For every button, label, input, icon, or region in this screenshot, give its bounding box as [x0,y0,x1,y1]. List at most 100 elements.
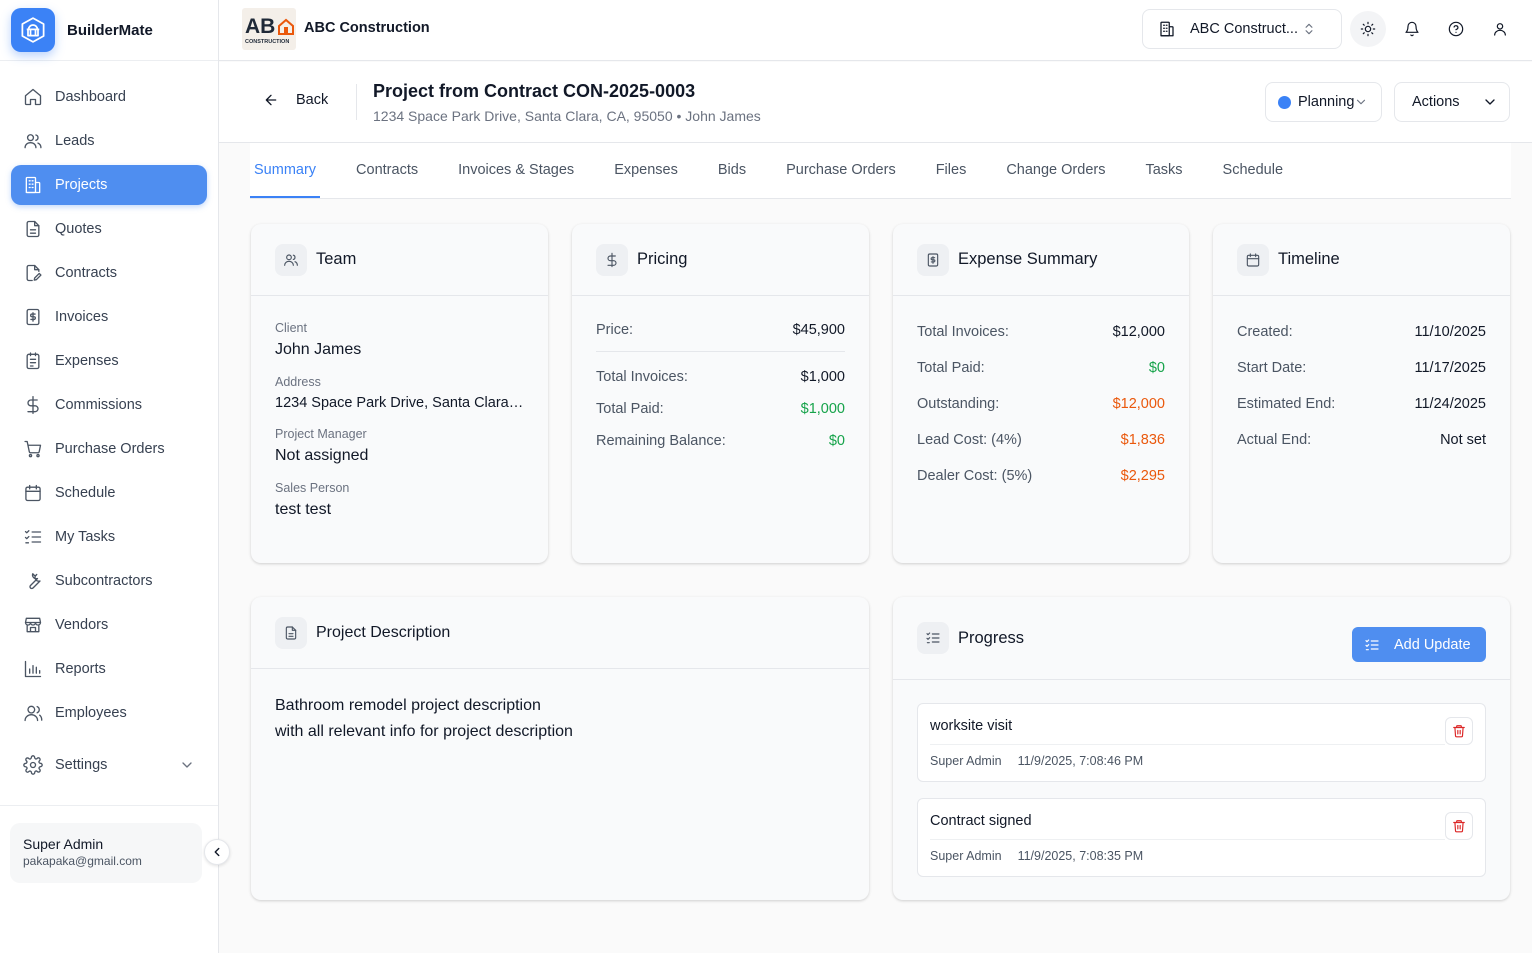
page-subtitle: 1234 Space Park Drive, Santa Clara, CA, … [373,108,761,124]
tab-tasks[interactable]: Tasks [1145,161,1183,178]
sidebar-item-reports[interactable]: Reports [11,649,207,689]
tab-summary[interactable]: Summary [250,143,321,198]
tab-invoices-stages[interactable]: Invoices & Stages [458,161,575,178]
pricing-row-value: $0 [828,433,845,449]
wrench-icon [23,571,43,591]
card-title: Pricing [637,250,688,268]
sidebar-item-subcontractors[interactable]: Subcontractors [11,561,207,601]
divider [356,84,357,120]
expense-row-label: Outstanding: [917,396,1000,412]
status-selector[interactable]: Planning [1265,82,1382,122]
sales-person-value: test test [275,501,332,518]
address-value: 1234 Space Park Drive, Santa Clara, CA, … [275,395,524,411]
sidebar-item-label: Contracts [55,265,118,281]
timeline-row-value: 11/10/2025 [1414,324,1487,340]
document-icon [23,219,43,239]
theme-toggle-button[interactable] [1350,11,1386,47]
building-icon [1158,20,1176,38]
bar-chart-icon [23,659,43,679]
app-name: BuilderMate [67,21,153,39]
sun-icon [1360,21,1376,37]
delete-update-button[interactable] [1445,812,1473,840]
timeline-card: Timeline Created: 11/10/2025 Start Date:… [1213,224,1510,563]
builder-logo-icon[interactable] [11,8,55,52]
sidebar-item-schedule[interactable]: Schedule [11,473,207,513]
building-icon [23,175,43,195]
arrow-left-icon [263,92,279,108]
sidebar-item-settings[interactable]: Settings [11,745,207,785]
notifications-button[interactable] [1394,11,1430,47]
timeline-row-value: 11/17/2025 [1414,360,1487,376]
document-icon [275,616,307,649]
actions-button[interactable]: Actions [1394,82,1510,122]
expense-row-label: Total Invoices: [917,324,1009,340]
card-header: Team [251,224,548,296]
company-logo: AB CONSTRUCTION [242,8,296,50]
card-title: Timeline [1278,250,1340,268]
tab-files[interactable]: Files [935,161,967,178]
dollar-icon [596,243,628,276]
users-icon [23,131,43,151]
sidebar-item-contracts[interactable]: Contracts [11,253,207,293]
sidebar-item-my-tasks[interactable]: My Tasks [11,517,207,557]
tab-change-orders[interactable]: Change Orders [1006,161,1106,178]
sidebar-item-employees[interactable]: Employees [11,693,207,733]
add-update-button[interactable]: Add Update [1352,627,1486,662]
expense-row-label: Total Paid: [917,360,985,376]
divider [930,744,1445,745]
client-value: John James [275,341,362,358]
user-card[interactable]: Super Admin pakapaka@gmail.com [10,823,202,883]
sidebar-item-label: My Tasks [55,529,116,545]
calendar-icon [23,483,43,503]
list-check-icon [23,527,43,547]
back-button[interactable]: Back [263,92,328,108]
sales-person-label: Sales Person [275,481,350,495]
status-dot [1278,95,1291,109]
delete-update-button[interactable] [1445,717,1473,745]
sidebar-item-label: Expenses [55,353,119,369]
collapse-sidebar-button[interactable] [204,839,230,865]
tab-schedule[interactable]: Schedule [1222,161,1284,178]
progress-card: Progress Add Update worksite visit Super… [893,597,1510,900]
company-selector[interactable]: ABC Construct... [1142,9,1342,49]
brand: BuilderMate [0,0,218,61]
card-body: Bathroom remodel project description wit… [251,669,869,769]
sidebar-item-label: Reports [55,661,106,677]
calendar-icon [1237,243,1269,276]
tab-purchase-orders[interactable]: Purchase Orders [786,161,896,178]
page-title: Project from Contract CON-2025-0003 [373,81,696,101]
sidebar-item-dashboard[interactable]: Dashboard [11,77,207,117]
card-title: Progress [958,628,1025,647]
project-description-card: Project Description Bathroom remodel pro… [251,597,869,900]
divider [930,839,1445,840]
sidebar-item-label: Invoices [55,309,109,325]
sidebar: BuilderMate Dashboard Leads Projects Quo… [0,0,219,953]
pricing-card: Pricing Price: $45,900 Total Invoices: $… [572,224,869,563]
help-circle-icon [1448,21,1464,37]
help-button[interactable] [1438,11,1474,47]
card-title: Expense Summary [958,250,1098,268]
profile-button[interactable] [1482,11,1518,47]
update-text: worksite visit [930,718,1013,734]
sidebar-item-purchase-orders[interactable]: Purchase Orders [11,429,207,469]
user-email: pakapaka@gmail.com [23,854,142,868]
card-title: Team [316,250,357,268]
sidebar-item-quotes[interactable]: Quotes [11,209,207,249]
sidebar-item-leads[interactable]: Leads [11,121,207,161]
sidebar-item-expenses[interactable]: Expenses [11,341,207,381]
expense-row-value: $12,000 [1112,396,1165,412]
price-value: $45,900 [792,322,845,338]
sidebar-item-vendors[interactable]: Vendors [11,605,207,645]
chevron-down-icon [1354,95,1368,109]
sidebar-item-invoices[interactable]: Invoices [11,297,207,337]
tab-contracts[interactable]: Contracts [356,161,419,178]
expense-row-value: $2,295 [1120,468,1165,484]
tab-bids[interactable]: Bids [717,161,747,178]
list-check-icon [917,622,949,654]
update-meta: Super Admin 11/9/2025, 7:08:46 PM [930,754,1143,768]
receipt-icon [23,351,43,371]
sidebar-item-commissions[interactable]: Commissions [11,385,207,425]
tab-expenses[interactable]: Expenses [614,161,678,178]
invoice-icon [917,243,949,276]
sidebar-item-projects[interactable]: Projects [11,165,207,205]
